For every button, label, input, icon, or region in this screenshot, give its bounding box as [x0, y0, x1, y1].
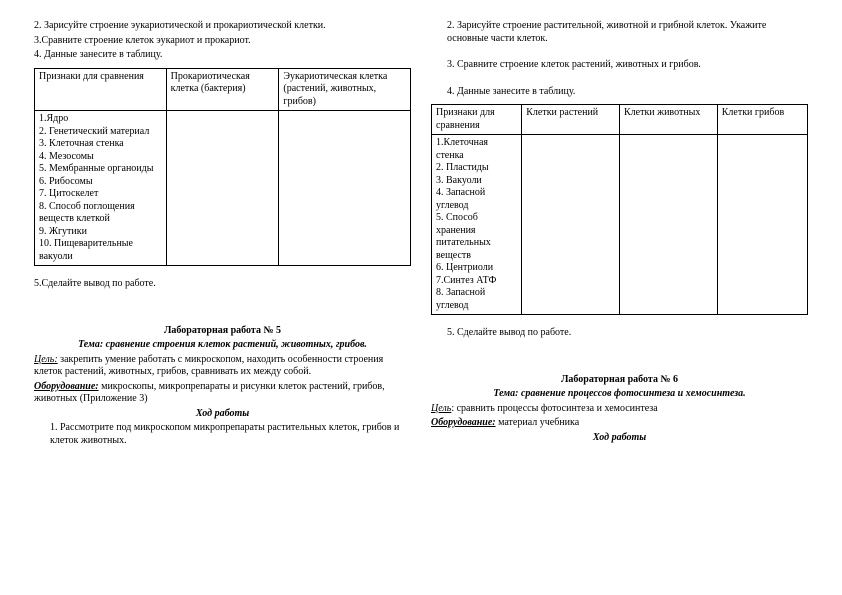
t1-header-prok: Прокариотическая клетка (бактерия) — [166, 68, 279, 111]
page-container: 2. Зарисуйте строение эукариотической и … — [0, 0, 842, 595]
table-prok-euk: Признаки для сравнения Прокариотическая … — [34, 68, 411, 267]
lab5-step1: 1. Рассмотрите под микроскопом микропреп… — [50, 422, 411, 447]
lab5-hod: Ход работы — [34, 408, 411, 421]
left-line-4: 4. Данные занесите в таблицу. — [34, 49, 411, 62]
lab5-equip-label: Оборудование: — [34, 381, 99, 392]
right-step5: 5. Сделайте вывод по работе. — [447, 327, 808, 340]
left-line-2: 2. Зарисуйте строение эукариотической и … — [34, 20, 411, 33]
right-step3: 3. Сравните строение клеток растений, жи… — [447, 59, 808, 72]
lab6-goal-label: Цель — [431, 403, 451, 414]
lab5-equip: Оборудование: микроскопы, микропрепараты… — [34, 381, 411, 406]
t2-header-fungi: Клетки грибов — [717, 105, 807, 135]
lab6-theme: Тема: сравнение процессов фотосинтеза и … — [431, 388, 808, 401]
lab6-goal: Цель: сравнить процессы фотосинтеза и хе… — [431, 403, 808, 416]
right-step2: 2. Зарисуйте строение растительной, живо… — [447, 20, 808, 45]
lab6-equip-label: Оборудование: — [431, 417, 496, 428]
t2-header-traits: Признаки для сравнения — [432, 105, 522, 135]
left-conclusion: 5.Сделайте вывод по работе. — [34, 278, 411, 291]
t2-animal-cell — [619, 135, 717, 315]
lab6-title: Лабораторная работа № 6 — [431, 374, 808, 387]
lab5-title: Лабораторная работа № 5 — [34, 325, 411, 338]
lab6-equip-body: материал учебника — [496, 417, 580, 428]
lab5-goal-body: закрепить умение работать с микроскопом,… — [34, 354, 383, 378]
t1-header-euk: Эукариотическая клетка (растений, животн… — [279, 68, 411, 111]
lab6-equip: Оборудование: материал учебника — [431, 417, 808, 430]
t1-header-traits: Признаки для сравнения — [35, 68, 167, 111]
lab5-goal: Цель: закрепить умение работать с микрос… — [34, 354, 411, 379]
right-step4: 4. Данные занесите в таблицу. — [447, 86, 808, 99]
t1-euk-cell — [279, 111, 411, 266]
t2-plant-cell — [522, 135, 620, 315]
lab5-theme: Тема: сравнение строения клеток растений… — [34, 339, 411, 352]
lab6-goal-body: : сравнить процессы фотосинтеза и хемоси… — [451, 403, 657, 414]
left-column: 2. Зарисуйте строение эукариотической и … — [24, 18, 421, 585]
t1-prok-cell — [166, 111, 279, 266]
table-plant-animal-fungi: Признаки для сравнения Клетки растений К… — [431, 104, 808, 315]
t2-fungi-cell — [717, 135, 807, 315]
t2-header-animals: Клетки животных — [619, 105, 717, 135]
lab5-goal-label: Цель: — [34, 354, 58, 365]
t1-features-cell: 1.Ядро 2. Генетический материал 3. Клето… — [35, 111, 167, 266]
left-line-3: 3.Сравните строение клеток эукариот и пр… — [34, 35, 411, 48]
t2-header-plants: Клетки растений — [522, 105, 620, 135]
lab6-hod: Ход работы — [431, 432, 808, 445]
right-column: 2. Зарисуйте строение растительной, живо… — [421, 18, 818, 585]
t2-features-cell: 1.Клеточная стенка 2. Пластиды 3. Вакуол… — [432, 135, 522, 315]
